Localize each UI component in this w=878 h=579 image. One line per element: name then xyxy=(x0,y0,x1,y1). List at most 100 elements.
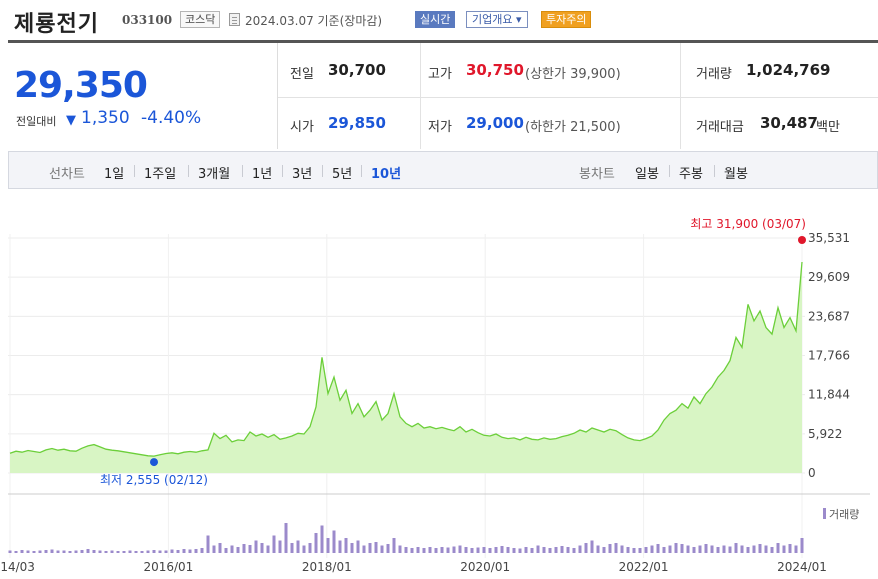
volume-bar xyxy=(590,540,594,553)
period-1d-button[interactable]: 1일 xyxy=(104,167,125,182)
volume-bar xyxy=(656,544,660,553)
volume-legend-swatch xyxy=(823,508,826,519)
volume-bar xyxy=(686,545,690,553)
separator xyxy=(188,165,189,177)
volume-bar xyxy=(386,544,390,553)
volume-bar xyxy=(260,543,264,553)
volume-bar xyxy=(272,535,276,553)
volume-bar xyxy=(110,550,114,553)
x-tick-label: 2024/01 xyxy=(777,560,827,574)
weekly-candle-button[interactable]: 주봉 xyxy=(679,167,703,182)
period-3m-button[interactable]: 3개월 xyxy=(198,167,231,182)
volume-bar xyxy=(398,545,402,553)
volume-bar xyxy=(800,538,804,553)
open-value: 29,850 xyxy=(328,114,386,132)
volume-bar xyxy=(74,550,78,553)
volume-bar xyxy=(674,543,678,553)
max-annotation: 최고 31,900 (03/07) xyxy=(690,217,806,231)
volume-bar xyxy=(626,547,630,553)
open-label: 시가 xyxy=(290,120,314,135)
y-tick-label: 23,687 xyxy=(808,309,850,323)
volume-bar xyxy=(650,545,654,553)
volume-bar xyxy=(434,548,438,553)
volume-bar xyxy=(794,545,798,553)
document-icon[interactable] xyxy=(229,13,240,26)
stock-name: 제룡전기 xyxy=(14,12,99,37)
high-label: 고가 xyxy=(428,67,452,82)
upper-limit: (상한가 39,900) xyxy=(525,67,621,82)
volume-bar xyxy=(458,545,462,553)
volume-bar xyxy=(116,551,120,553)
x-tick-label: 2022/01 xyxy=(619,560,669,574)
volume-bar xyxy=(14,551,18,553)
volume-bar xyxy=(158,550,162,553)
price-line xyxy=(9,261,803,457)
period-1w-button[interactable]: 1주일 xyxy=(144,167,177,182)
monthly-candle-button[interactable]: 월봉 xyxy=(724,167,748,182)
line-chart-label: 선차트 xyxy=(49,167,85,182)
column-divider xyxy=(680,43,681,149)
volume-bar xyxy=(134,551,138,553)
min-annotation: 최저 2,555 (02/12) xyxy=(100,473,208,487)
y-tick-label: 11,844 xyxy=(808,388,850,402)
volume-bar xyxy=(152,550,156,553)
x-tick-label: 2018/01 xyxy=(302,560,352,574)
volume-bar xyxy=(92,550,96,553)
volume-bar xyxy=(494,547,498,553)
volume-bar xyxy=(392,538,396,553)
volume-value: 1,024,769 xyxy=(746,61,831,79)
price-box: 29,350 전일대비 ▼ 1,350 -4.40% xyxy=(8,43,278,149)
volume-bar xyxy=(212,545,216,553)
volume-bar xyxy=(596,545,600,553)
volume-bar xyxy=(602,547,606,553)
period-1y-button[interactable]: 1년 xyxy=(252,167,273,182)
volume-bar xyxy=(350,543,354,553)
period-5y-button[interactable]: 5년 xyxy=(332,167,353,182)
daily-candle-button[interactable]: 일봉 xyxy=(635,167,659,182)
volume-bar xyxy=(548,548,552,553)
volume-legend: 거래량 xyxy=(829,508,859,521)
company-overview-button[interactable]: 기업개요 ▾ xyxy=(466,11,528,28)
volume-bar xyxy=(26,550,30,553)
volume-bar xyxy=(8,550,12,553)
volume-bars xyxy=(8,523,804,553)
lower-limit: (하한가 21,500) xyxy=(525,120,621,135)
volume-bar xyxy=(524,547,528,553)
y-tick-label: 29,609 xyxy=(808,270,850,284)
volume-bar xyxy=(440,547,444,553)
volume-bar xyxy=(638,548,642,553)
realtime-button[interactable]: 실시간 xyxy=(415,11,456,28)
y-tick-label: 0 xyxy=(808,466,816,480)
volume-bar xyxy=(308,543,312,553)
x-axis-ticks: 2014/03 2016/01 2018/01 2020/01 2022/01 2024/… xyxy=(0,560,827,574)
volume-bar xyxy=(530,548,534,553)
period-3y-button[interactable]: 3년 xyxy=(292,167,313,182)
current-price: 29,350 xyxy=(14,65,148,106)
volume-bar xyxy=(20,550,24,553)
volume-bar xyxy=(140,551,144,553)
volume-bar xyxy=(218,543,222,553)
volume-bar xyxy=(620,545,624,553)
market-badge: 코스닥 xyxy=(180,11,221,28)
volume-bar xyxy=(632,548,636,553)
volume-bar xyxy=(290,543,294,553)
volume-bar xyxy=(542,547,546,553)
period-10y-button[interactable]: 10년 xyxy=(371,167,402,182)
volume-bar xyxy=(728,546,732,553)
prev-day-change-label: 전일대비 xyxy=(16,115,57,128)
price-area-fill xyxy=(10,262,802,473)
volume-bar xyxy=(704,544,708,553)
change-percent: -4.40% xyxy=(141,108,202,128)
volume-bar xyxy=(644,547,648,553)
volume-bar xyxy=(170,549,174,553)
volume-bar xyxy=(452,546,456,553)
volume-bar xyxy=(188,549,192,553)
volume-bar xyxy=(248,545,252,553)
volume-bar xyxy=(512,548,516,553)
volume-bar xyxy=(128,550,132,553)
volume-bar xyxy=(572,548,576,553)
high-value: 30,750 xyxy=(466,61,524,79)
y-axis-ticks: 35,531 29,609 23,687 17,766 11,844 5,922 0 xyxy=(808,231,850,480)
volume-bar xyxy=(164,550,168,553)
volume-bar xyxy=(752,545,756,553)
